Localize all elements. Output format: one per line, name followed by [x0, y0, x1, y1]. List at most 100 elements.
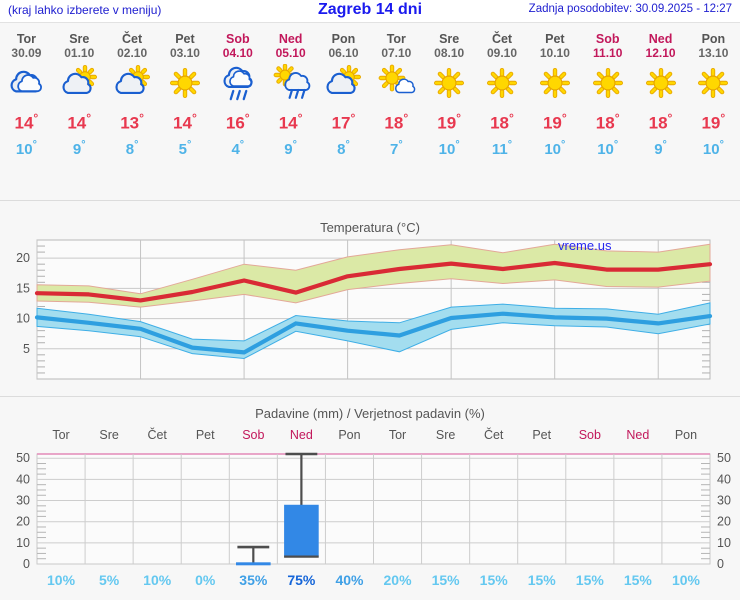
last-updated: Zadnja posodobitev: 30.09.2025 - 12:27 — [528, 3, 732, 15]
max-temperature: 18° — [648, 111, 673, 133]
svg-text:0: 0 — [23, 557, 30, 570]
svg-text:50: 50 — [717, 451, 731, 465]
day-date: 30.09 — [11, 46, 42, 60]
precip-day-label: Ned — [289, 428, 313, 442]
partly-sunny-icon — [323, 64, 363, 102]
sunny-icon — [429, 64, 469, 102]
day-name: Pon — [701, 32, 726, 46]
precipitation-probability: 35% — [239, 572, 268, 588]
day-column: Ned 12.10 18° 9° — [634, 24, 687, 164]
svg-text:15: 15 — [16, 281, 30, 295]
temperature-chart-title: Temperatura (°C) — [320, 220, 420, 235]
day-date: 06.10 — [328, 46, 359, 60]
min-temperature: 10° — [597, 138, 619, 158]
day-name: Pon — [331, 32, 356, 46]
precip-day-label: Čet — [147, 428, 167, 442]
day-name: Pet — [545, 32, 565, 46]
day-column: Pet 10.10 19° 10° — [528, 24, 581, 164]
day-name: Sob — [595, 32, 620, 46]
min-temperature: 8° — [125, 138, 139, 158]
precip-day-label: Sre — [99, 428, 119, 442]
sunny-icon — [588, 64, 628, 102]
precip-day-label: Čet — [483, 428, 504, 442]
svg-text:40: 40 — [16, 472, 30, 486]
precip-day-label: Sob — [578, 428, 601, 442]
day-date: 03.10 — [169, 46, 200, 60]
max-temperature: 16° — [225, 111, 250, 133]
min-temperature: 10° — [544, 138, 566, 158]
partly-sunny-icon — [59, 64, 99, 102]
svg-text:10: 10 — [717, 536, 731, 550]
precipitation-probability: 75% — [287, 572, 316, 588]
svg-text:30: 30 — [16, 494, 30, 508]
max-temperature: 17° — [331, 111, 356, 133]
day-column: Sre 01.10 14° 9° — [53, 24, 106, 164]
day-date: 02.10 — [117, 46, 148, 60]
svg-text:10: 10 — [16, 536, 30, 550]
precipitation-probability: 10% — [671, 572, 700, 588]
divider-above-temp-chart — [0, 200, 740, 201]
svg-text:40: 40 — [717, 472, 731, 486]
day-date: 12.10 — [645, 46, 676, 60]
precipitation-probability: 15% — [527, 572, 556, 588]
min-temperature: 10° — [15, 138, 37, 158]
precipitation-probability: 15% — [479, 572, 508, 588]
day-name: Sre — [439, 32, 460, 46]
sunny-icon — [165, 64, 205, 102]
day-name: Čet — [122, 32, 143, 46]
day-column: Sob 11.10 18° 10° — [581, 24, 634, 164]
precip-day-label: Pet — [532, 428, 552, 442]
max-temperature: 19° — [542, 111, 567, 133]
day-date: 11.10 — [593, 46, 623, 60]
temperature-chart: 5 10 15 20 vreme.us — [16, 238, 713, 380]
max-temperature: 18° — [384, 111, 409, 133]
max-temperature: 14° — [173, 111, 197, 133]
max-temperature: 14° — [67, 111, 92, 133]
day-name: Ned — [648, 32, 673, 46]
precipitation-probability: 15% — [575, 572, 604, 588]
max-temperature: 14° — [14, 111, 39, 133]
day-date: 04.10 — [222, 46, 253, 60]
precipitation-probability: 15% — [623, 572, 652, 588]
min-temperature: 7° — [389, 138, 403, 158]
svg-text:20: 20 — [717, 515, 731, 529]
day-column: Čet 02.10 13° 8° — [106, 24, 159, 164]
day-column: Sob 04.10 16° 4° — [211, 24, 264, 164]
page-title: Zagreb 14 dni — [317, 1, 423, 18]
day-column: Pet 03.10 14° 5° — [159, 24, 212, 164]
precipitation-probability: 15% — [431, 572, 460, 588]
header-divider — [0, 22, 740, 23]
sunny-icon — [535, 64, 575, 102]
day-date: 01.10 — [64, 46, 95, 60]
daily-forecast-strip: Tor 30.09 14° 10° Sre 01.10 14° 9° Čet 02.10 — [0, 24, 740, 164]
precipitation-chart: 0 0 10 10 20 20 30 30 40 40 50 50 — [16, 451, 731, 570]
precip-day-label: Sre — [435, 428, 456, 442]
precipitation-probability: 10% — [143, 572, 172, 588]
day-date: 09.10 — [487, 46, 518, 60]
day-name: Sob — [225, 32, 250, 46]
cloudy-icon — [6, 64, 46, 102]
min-temperature: 11° — [491, 138, 513, 158]
min-temperature: 10° — [702, 138, 724, 158]
min-temperature: 5° — [178, 138, 192, 158]
day-date: 13.10 — [698, 46, 729, 60]
precip-day-label: Pet — [195, 428, 215, 442]
max-temperature: 18° — [595, 111, 620, 133]
day-name: Tor — [16, 32, 37, 46]
day-date: 08.10 — [434, 46, 465, 60]
max-temperature: 13° — [120, 111, 145, 133]
watermark: vreme.us — [558, 238, 612, 253]
precip-day-label: Pon — [674, 428, 698, 442]
day-column: Čet 09.10 18° 11° — [476, 24, 529, 164]
svg-text:5: 5 — [23, 342, 30, 356]
day-date: 10.10 — [539, 46, 570, 60]
day-column: Tor 07.10 18° 7° — [370, 24, 423, 164]
sunny-icon — [482, 64, 522, 102]
precipitation-probability: 0% — [195, 572, 216, 588]
precipitation-probability: 10% — [47, 572, 76, 588]
max-temperature: 19° — [437, 111, 462, 133]
day-date: 05.10 — [275, 46, 306, 60]
sun-rain-icon — [271, 64, 311, 102]
day-date: 07.10 — [381, 46, 412, 60]
precip-day-label: Ned — [626, 428, 650, 442]
